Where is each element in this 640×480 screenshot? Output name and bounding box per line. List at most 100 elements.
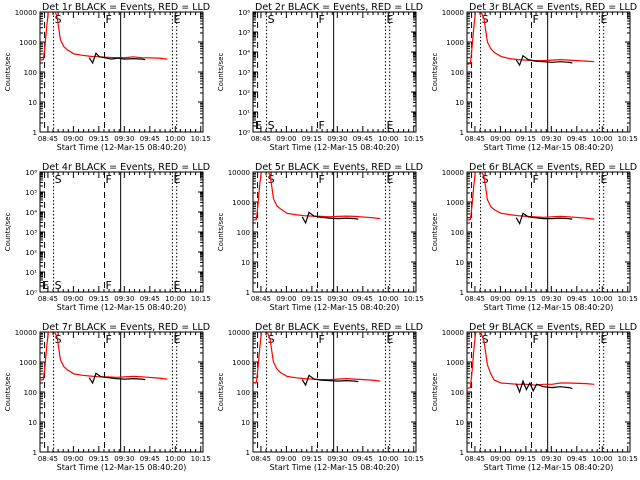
x-tick-label: 09:00 [63, 295, 83, 303]
x-tick-label: 10:15 [618, 455, 638, 463]
event-marker-letter: F [533, 333, 539, 346]
panel-title: Det 5r BLACK = Events, RED = LLD [255, 162, 423, 173]
y-tick-label: 100 [451, 389, 464, 397]
y-axis-label: Counts/sec [4, 53, 12, 92]
y-tick-label: 10 [455, 419, 464, 427]
plot-frame [252, 171, 417, 293]
x-tick-label: 09:45 [353, 455, 373, 463]
x-axis-label: Start Time (12-Mar-15 08:40:20) [57, 463, 187, 472]
lld-rate-line [467, 172, 595, 221]
y-axis-label: Counts/sec [4, 213, 12, 252]
x-tick-label: 09:30 [541, 295, 561, 303]
y-tick-label: 10 [28, 419, 37, 427]
y-tick-label: 10⁴ [238, 49, 250, 57]
x-tick-label: 08:45 [465, 295, 485, 303]
detector-panel: Det 2r BLACK = Events, RED = LLD Counts/s… [217, 2, 424, 152]
detector-panel: Det 8r BLACK = Events, RED = LLD Counts/s… [217, 322, 424, 472]
event-marker-letter: S [482, 173, 489, 186]
x-axis-label: Start Time (12-Mar-15 08:40:20) [484, 303, 614, 312]
event-marker-letter: F [533, 13, 539, 26]
y-tick-label: 10000 [15, 9, 37, 17]
x-tick-label: 10:15 [191, 135, 211, 143]
event-marker-letter: S [55, 279, 62, 292]
y-tick-label: 10² [25, 249, 37, 257]
event-marker-letter: E [255, 119, 262, 132]
event-rate-line [515, 54, 573, 67]
lld-rate-line [467, 12, 595, 65]
x-tick-label: 09:00 [490, 295, 510, 303]
plot-frame [466, 11, 631, 133]
plot-frame [466, 331, 631, 453]
y-tick-label: 100 [24, 69, 37, 77]
y-axis-label: Counts/sec [431, 53, 439, 92]
detector-panel: Det 5r BLACK = Events, RED = LLD Counts/s… [217, 162, 424, 312]
y-tick-label: 10⁴ [25, 209, 37, 217]
x-tick-label: 10:00 [378, 295, 398, 303]
y-tick-label: 10² [238, 89, 250, 97]
event-marker-letter: F [319, 119, 325, 132]
x-tick-label: 09:00 [63, 135, 83, 143]
y-axis-label: Counts/sec [431, 373, 439, 412]
y-tick-label: 1 [460, 449, 464, 457]
x-tick-label: 08:45 [251, 135, 271, 143]
x-tick-label: 09:30 [541, 135, 561, 143]
event-rate-line [301, 374, 359, 387]
panel-title: Det 9r BLACK = Events, RED = LLD [469, 322, 637, 333]
x-tick-label: 10:00 [378, 455, 398, 463]
y-tick-label: 1 [33, 449, 37, 457]
event-marker-letter: E [173, 173, 180, 186]
event-marker-letter: F [533, 173, 539, 186]
y-tick-label: 10⁶ [25, 169, 37, 177]
detector-panel: Det 4r BLACK = Events, RED = LLD Counts/s… [4, 162, 211, 312]
x-axis-label: Start Time (12-Mar-15 08:40:20) [484, 143, 614, 152]
x-tick-label: 09:30 [327, 295, 347, 303]
x-axis-label: Start Time (12-Mar-15 08:40:20) [57, 303, 187, 312]
x-axis-label: Start Time (12-Mar-15 08:40:20) [57, 143, 187, 152]
plot-frame [252, 331, 417, 453]
lld-rate-line [40, 12, 168, 61]
y-tick-label: 1000 [446, 359, 464, 367]
y-tick-label: 1000 [446, 39, 464, 47]
y-tick-label: 10000 [442, 9, 464, 17]
x-tick-label: 10:15 [404, 135, 424, 143]
detector-panel: Det 6r BLACK = Events, RED = LLD Counts/s… [431, 162, 638, 312]
y-tick-label: 1 [246, 449, 250, 457]
x-tick-label: 10:00 [378, 135, 398, 143]
event-marker-letter: E [600, 13, 607, 26]
x-tick-label: 09:30 [114, 295, 134, 303]
x-tick-label: 09:15 [302, 455, 322, 463]
x-tick-label: 10:00 [592, 295, 612, 303]
x-tick-label: 09:00 [490, 135, 510, 143]
lld-rate-line [40, 332, 168, 381]
event-marker-letter: E [386, 333, 393, 346]
event-marker-letter: E [386, 13, 393, 26]
x-tick-label: 09:30 [114, 135, 134, 143]
x-tick-label: 09:15 [89, 455, 109, 463]
y-axis-label: Counts/sec [4, 373, 12, 412]
x-tick-label: 08:45 [38, 455, 58, 463]
x-tick-label: 09:00 [63, 455, 83, 463]
event-rate-line [88, 372, 146, 385]
x-axis-label: Start Time (12-Mar-15 08:40:20) [270, 303, 400, 312]
lld-rate-line [253, 332, 381, 384]
x-tick-label: 09:00 [276, 455, 296, 463]
event-marker-letter: F [106, 333, 112, 346]
event-marker-letter: E [173, 13, 180, 26]
x-tick-label: 08:45 [251, 455, 271, 463]
event-marker-letter: F [106, 279, 112, 292]
y-tick-label: 10 [455, 259, 464, 267]
event-marker-letter: F [319, 333, 325, 346]
y-tick-label: 1000 [232, 199, 250, 207]
x-tick-label: 10:15 [191, 295, 211, 303]
event-marker-letter: E [600, 173, 607, 186]
y-tick-label: 100 [451, 229, 464, 237]
y-axis-label: Counts/sec [217, 53, 225, 92]
y-tick-label: 10⁵ [238, 29, 250, 37]
x-tick-label: 10:15 [191, 455, 211, 463]
y-tick-label: 100 [451, 69, 464, 77]
event-marker-letter: S [55, 13, 62, 26]
detector-panel: Det 1r BLACK = Events, RED = LLD Counts/s… [4, 2, 211, 152]
x-tick-label: 10:00 [165, 295, 185, 303]
y-tick-label: 10⁰ [238, 129, 250, 137]
x-tick-label: 09:15 [516, 455, 536, 463]
